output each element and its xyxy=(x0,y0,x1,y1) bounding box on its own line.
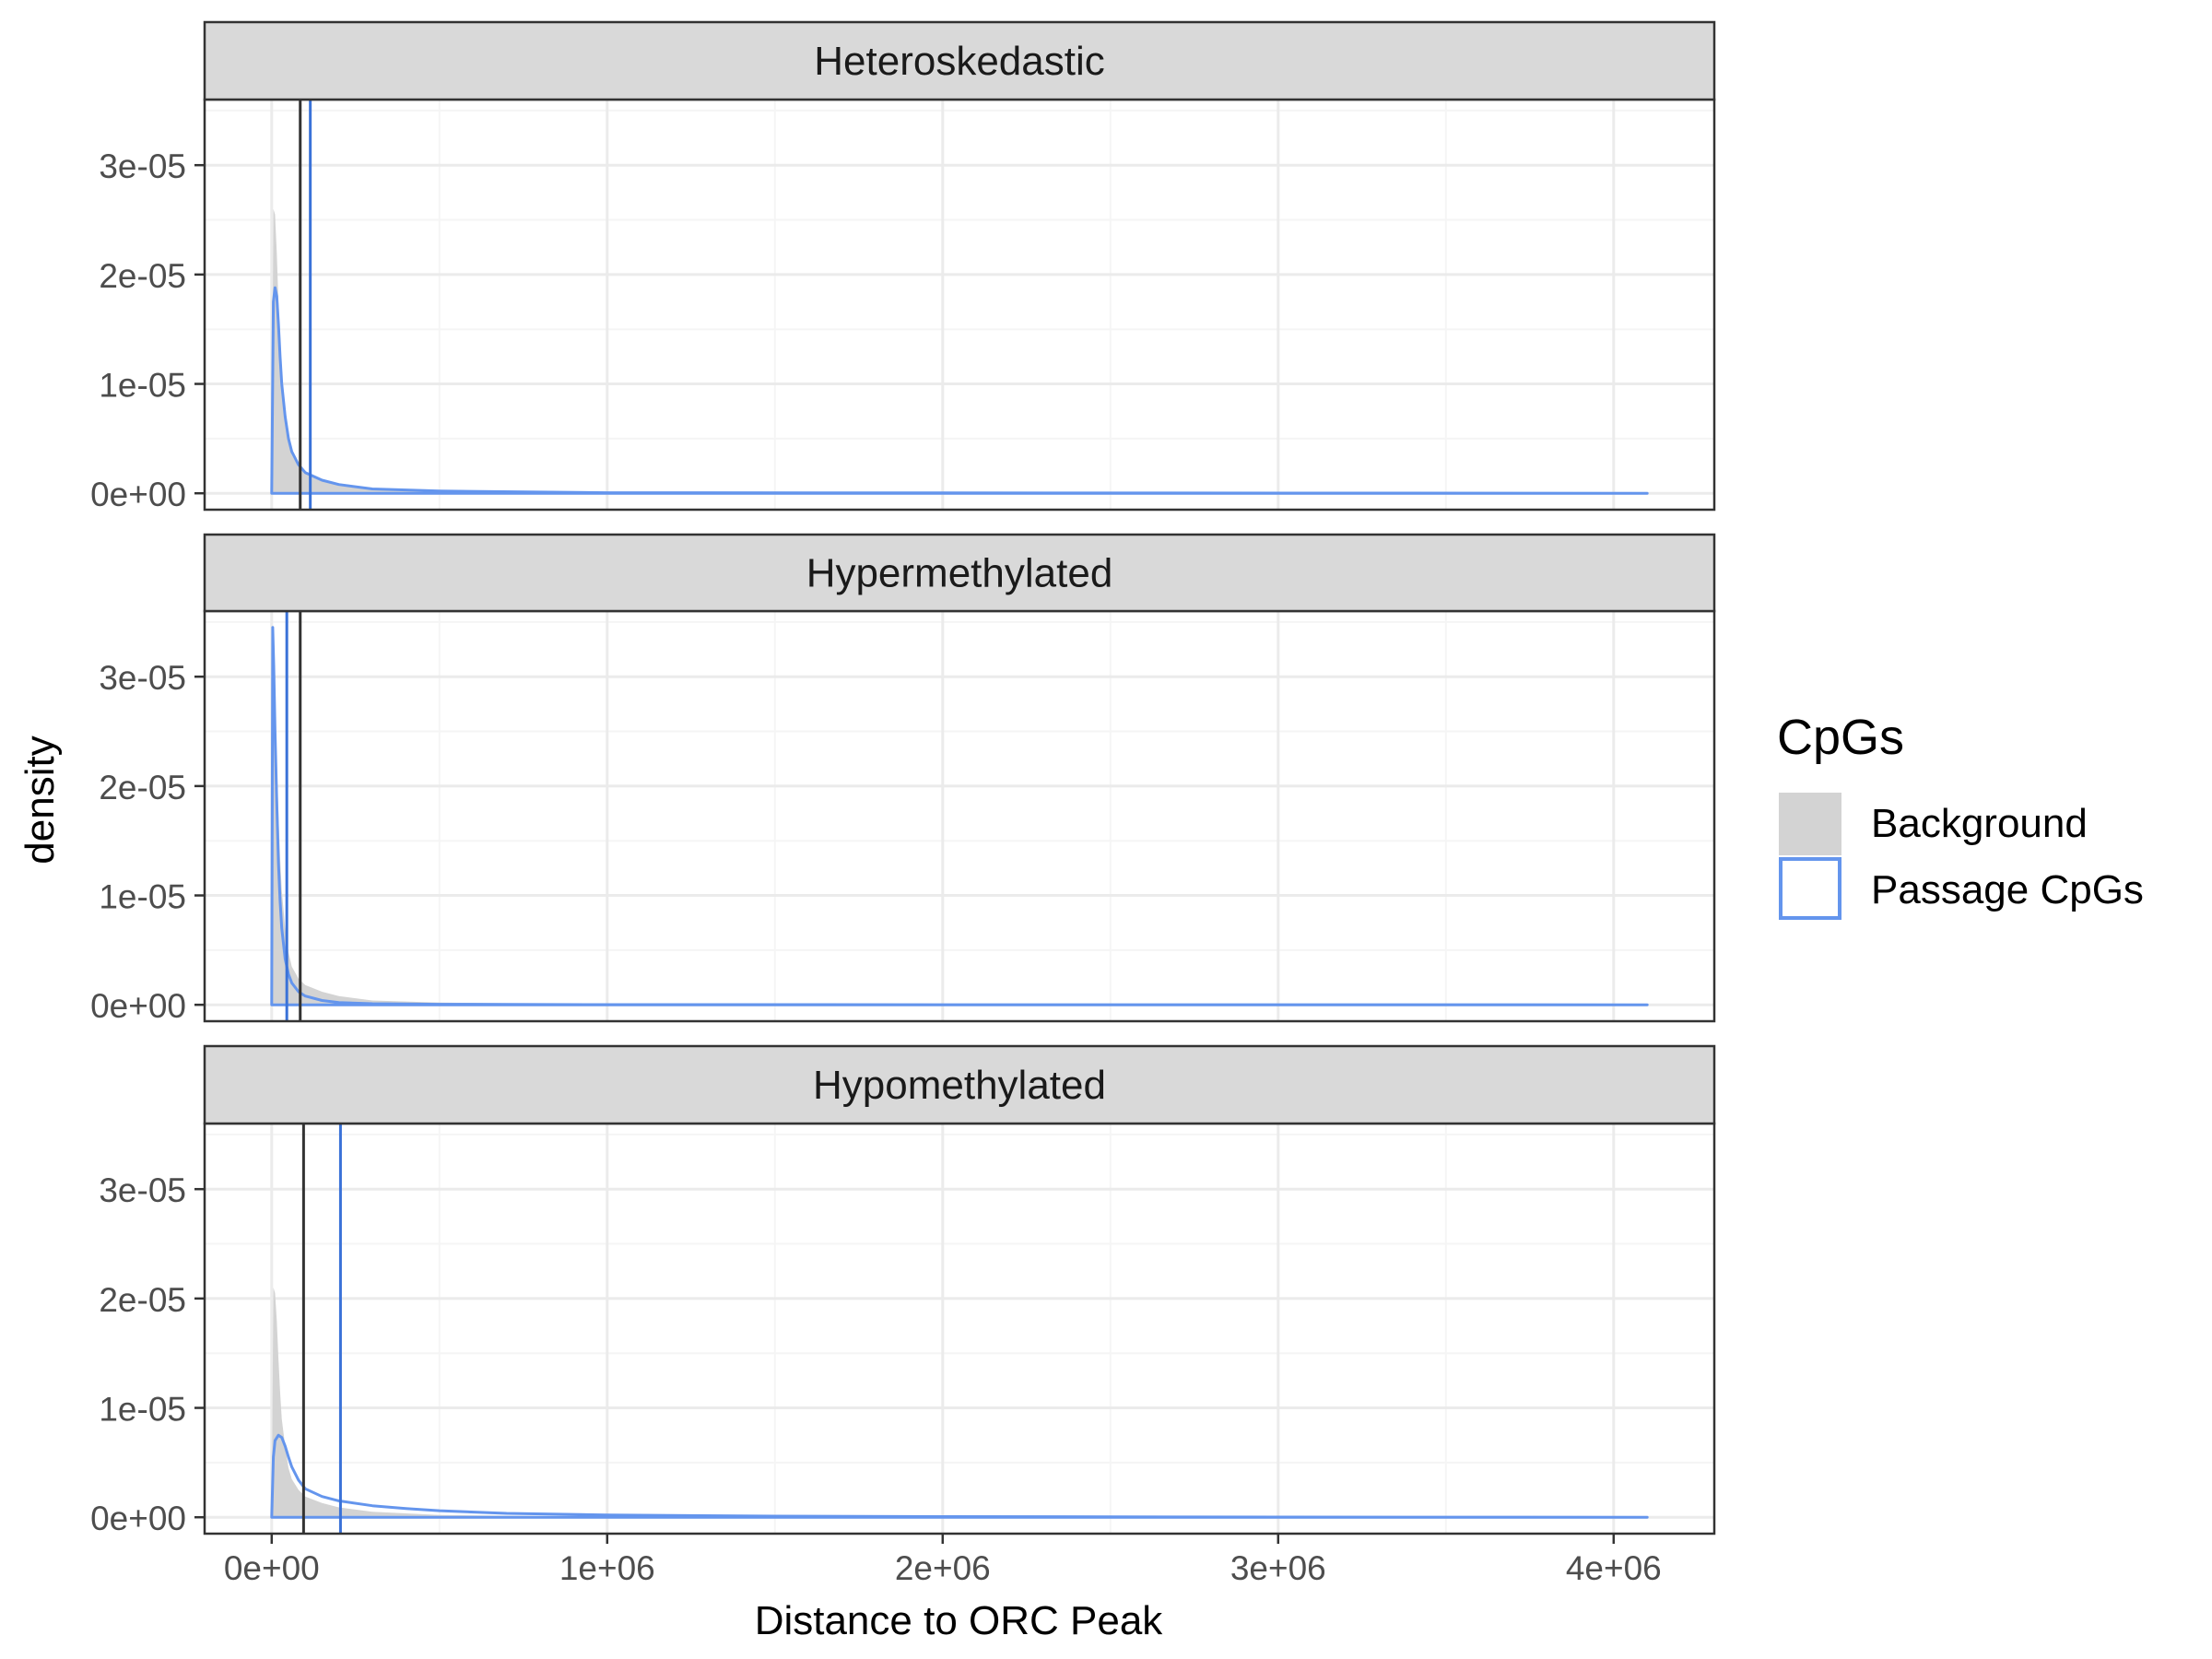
legend-label-passage-cpgs: Passage CpGs xyxy=(1871,867,2144,912)
density-line-passage-cpgs xyxy=(270,626,1649,1006)
y-tick-label: 3e-05 xyxy=(99,659,186,697)
y-tick-label: 0e+00 xyxy=(90,1500,186,1537)
x-axis: 0e+00 1e+06 2e+06 3e+06 4e+06 xyxy=(224,1534,1662,1587)
panel-background xyxy=(205,611,1714,1021)
y-tick-label: 2e-05 xyxy=(99,769,186,806)
facet-strip-label: Heteroskedastic xyxy=(814,39,1104,84)
x-tick-label: 2e+06 xyxy=(895,1549,991,1587)
panels-layer: Heteroskedastic0e+001e-052e-053e-05Hyper… xyxy=(90,20,1716,1537)
panel-background xyxy=(205,100,1714,510)
y-axis-title: density xyxy=(18,735,63,864)
density-line-passage-cpgs xyxy=(270,286,1649,495)
x-axis-title: Distance to ORC Peak xyxy=(755,1598,1164,1643)
y-tick-label: 3e-05 xyxy=(99,147,186,185)
legend-key-background xyxy=(1779,793,1841,855)
y-tick-label: 0e+00 xyxy=(90,476,186,513)
x-tick-label: 4e+06 xyxy=(1566,1549,1662,1587)
legend: CpGs Background Passage CpGs xyxy=(1777,710,2144,920)
x-tick-label: 3e+06 xyxy=(1230,1549,1326,1587)
x-tick-label: 1e+06 xyxy=(559,1549,655,1587)
y-tick-label: 1e-05 xyxy=(99,878,186,916)
y-tick-label: 2e-05 xyxy=(99,257,186,295)
facet-strip xyxy=(203,533,1716,613)
panel-heteroskedastic: Heteroskedastic 0e+00 1e-05 2e-05 3e-05 xyxy=(90,20,1716,513)
x-tick-label: 0e+00 xyxy=(224,1549,320,1587)
facet-strip xyxy=(203,20,1716,101)
density-line-passage-cpgs xyxy=(270,1433,1649,1519)
facet-strip xyxy=(203,1044,1716,1125)
facet-strip-label: Hypomethylated xyxy=(813,1063,1106,1108)
y-tick-label: 1e-05 xyxy=(99,367,186,405)
legend-title: CpGs xyxy=(1777,710,1904,765)
facet-strip-label: Hypermethylated xyxy=(806,551,1113,596)
legend-key-passage-cpgs xyxy=(1779,857,1841,920)
panel-hypermethylated: Hypermethylated 0e+00 1e-05 2e-05 3e-05 xyxy=(90,533,1716,1025)
y-tick-label: 0e+00 xyxy=(90,987,186,1025)
legend-label-background: Background xyxy=(1871,801,2088,846)
y-tick-label: 2e-05 xyxy=(99,1281,186,1319)
panel-hypomethylated: Hypomethylated 0e+00 1e-05 2e-05 3e-05 xyxy=(90,1044,1716,1537)
y-tick-label: 3e-05 xyxy=(99,1171,186,1209)
y-tick-label: 1e-05 xyxy=(99,1391,186,1429)
panel-background xyxy=(205,1124,1714,1534)
